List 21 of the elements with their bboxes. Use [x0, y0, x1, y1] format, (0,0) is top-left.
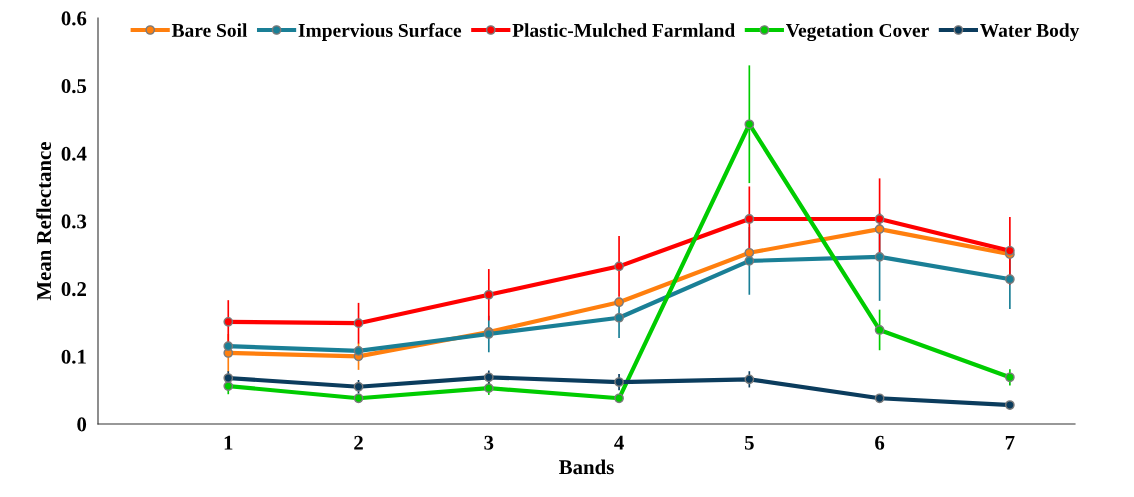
x-tick-label: 2: [354, 435, 363, 450]
y-tick-label: 0.1: [61, 349, 86, 364]
legend-label: Impervious Surface: [298, 23, 462, 41]
legend-label: Water Body: [980, 23, 1080, 41]
y-tick-label: 0.5: [61, 79, 87, 94]
y-axis-title: Mean Reflectance: [36, 142, 52, 301]
x-tick-label: 4: [614, 435, 624, 450]
x-tick-label: 1: [224, 435, 233, 450]
legend-label: Vegetation Cover: [785, 23, 929, 42]
x-axis-title: Bands: [559, 459, 614, 475]
y-tick-label: 0.2: [61, 282, 86, 297]
legend-label: Plastic-Mulched Farmland: [512, 23, 735, 38]
legend-label: Bare Soil: [171, 23, 248, 37]
y-tick-label: 0.6: [61, 11, 87, 26]
x-tick-label: 7: [1005, 435, 1015, 450]
y-tick-label: 0.4: [61, 146, 87, 161]
x-tick-label: 3: [484, 435, 494, 450]
x-tick-label: 6: [875, 435, 885, 450]
y-tick-label: 0.3: [61, 214, 87, 229]
y-tick-label: 0: [77, 417, 87, 432]
x-tick-label: 5: [744, 435, 754, 450]
